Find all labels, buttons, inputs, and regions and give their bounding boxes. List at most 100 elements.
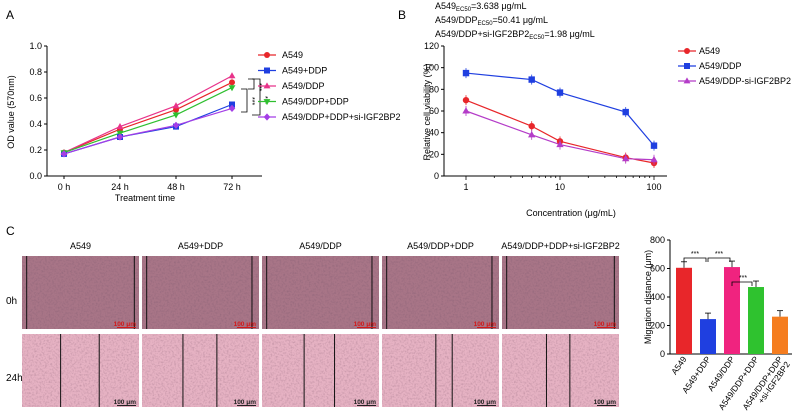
chart-b-xlabel: Concentration (μg/mL) bbox=[526, 208, 616, 218]
svg-text:A549/DDPEC50=50.41 μg/mL: A549/DDPEC50=50.41 μg/mL bbox=[435, 15, 548, 27]
scale-bar-label: 100 μm bbox=[234, 399, 257, 406]
chart-a-legend-marker bbox=[263, 113, 271, 121]
micrograph-col-label-a549-ddp: A549+DDP bbox=[178, 241, 223, 251]
ec50-value-1: =3.638 μg/mL bbox=[471, 1, 526, 11]
chart-a-point-a549-ddp bbox=[116, 123, 124, 129]
chart-a-line-a549-ddp-ddp bbox=[63, 87, 233, 154]
scale-bar-label: 100 μm bbox=[234, 321, 257, 328]
svg-text:A549/DDP+si-IGF2BP2EC50=1.98 μ: A549/DDP+si-IGF2BP2EC50=1.98 μg/mL bbox=[435, 29, 595, 41]
scale-bar-label: 100 μm bbox=[114, 321, 137, 328]
chart-a-point-a549-ddp-ddp-si-igf2bp2 bbox=[228, 104, 236, 112]
chart-b-point-a549-ddp-si-igf2bp2 bbox=[556, 140, 564, 148]
ec50-name-2: A549/DDP bbox=[435, 15, 478, 25]
chart-b-xtick-label: 100 bbox=[646, 182, 661, 192]
chart-b-ytick-label: 20 bbox=[429, 149, 439, 159]
chart-a-significance bbox=[241, 78, 261, 116]
chart-b-ytick-label: 100 bbox=[424, 63, 439, 73]
ec50-value-3: =1.98 μg/mL bbox=[544, 29, 594, 39]
micrograph-texture bbox=[502, 256, 619, 329]
ec50-sub-2: EC50 bbox=[478, 21, 494, 27]
chart-b-ytick-label: 80 bbox=[429, 84, 439, 94]
chart-a-xtick-label: 72 h bbox=[223, 182, 241, 192]
chart-b: A549EC50=3.638 μg/mL A549/DDPEC50=50.41 … bbox=[422, 1, 791, 218]
chart-a-ylabel: OD value (570nm) bbox=[6, 75, 16, 149]
micrograph-col-label-a549-ddp-ddp-si-igf2bp2: A549/DDP+DDP+si-IGF2BP2 bbox=[501, 241, 620, 251]
chart-a-legend-marker bbox=[264, 52, 270, 58]
chart-b-ytick-label: 60 bbox=[429, 106, 439, 116]
chart-c-bar-a549-ddp-ddp-si-igf2bp2 bbox=[772, 316, 788, 354]
chart-b-point-a549-ddp bbox=[622, 108, 629, 116]
chart-b-point-a549-ddp-si-igf2bp2 bbox=[462, 107, 470, 114]
chart-a-line-a549-ddp-ddp-si-igf2bp2 bbox=[63, 107, 233, 155]
chart-b-ytick-label: 0 bbox=[434, 171, 439, 181]
chart-b-point-a549 bbox=[462, 96, 470, 104]
chart-c-ytick-label: 400 bbox=[650, 292, 665, 302]
chart-c-bar-a549-ddp-ddp bbox=[748, 287, 764, 354]
chart-a-legend-label: A549+DDP bbox=[282, 66, 327, 76]
chart-b-legend-label: A549 bbox=[699, 46, 720, 56]
micrograph-texture bbox=[22, 256, 139, 329]
ec50-name-1: A549 bbox=[435, 1, 456, 11]
chart-b-point-a549-ddp-si-igf2bp2 bbox=[650, 155, 658, 163]
chart-a-point-a549-ddp bbox=[229, 101, 235, 108]
micrograph-texture bbox=[382, 334, 499, 407]
micrograph-texture bbox=[262, 334, 379, 407]
chart-b-ytick-label: 120 bbox=[424, 41, 439, 51]
micrograph-texture bbox=[262, 256, 379, 329]
chart-a-point-a549-ddp-ddp-si-igf2bp2 bbox=[60, 150, 68, 158]
chart-c-ytick-label: 600 bbox=[650, 264, 665, 274]
chart-a-xtick-label: 0 h bbox=[58, 182, 71, 192]
chart-a-ytick-label: 0.2 bbox=[29, 145, 42, 155]
chart-b-line-a549-ddp-si-igf2bp2 bbox=[465, 110, 655, 161]
micrograph-texture bbox=[142, 256, 259, 329]
chart-b-xtick-label: 1 bbox=[463, 182, 468, 192]
chart-b-point-a549 bbox=[528, 122, 535, 130]
chart-c-xtick-line: A549 bbox=[669, 354, 689, 376]
chart-b-legend-label: A549/DDP-si-IGF2BP2 bbox=[699, 76, 791, 86]
chart-a-ytick-label: 0.4 bbox=[29, 119, 42, 129]
panel-label-b: B bbox=[398, 8, 406, 22]
ec50-name-3: A549/DDP+si-IGF2BP2 bbox=[435, 29, 529, 39]
row-label-0h: 0h bbox=[6, 296, 17, 307]
scale-bar-label: 100 μm bbox=[474, 321, 497, 328]
chart-a-ytick-label: 0.6 bbox=[29, 93, 42, 103]
scale-bar-label: 100 μm bbox=[354, 321, 377, 328]
micrograph-texture bbox=[142, 334, 259, 407]
chart-c-ylabel: Migration distance (μm) bbox=[643, 250, 653, 344]
chart-b-point-a549-ddp-si-igf2bp2 bbox=[622, 154, 630, 162]
chart-c-sig-3: *** bbox=[739, 275, 747, 282]
chart-a-ytick-label: 0.8 bbox=[29, 67, 42, 77]
ec50-sub-1: EC50 bbox=[456, 7, 472, 13]
chart-b-xtick-label: 10 bbox=[555, 182, 565, 192]
scale-bar-label: 100 μm bbox=[354, 399, 377, 406]
chart-b-point-a549-ddp bbox=[528, 76, 535, 83]
chart-a-ytick-label: 1.0 bbox=[29, 41, 42, 51]
chart-a-xtick-label: 48 h bbox=[167, 182, 185, 192]
panel-label-a: A bbox=[6, 8, 14, 22]
chart-c-significance bbox=[683, 257, 753, 286]
chart-a-line-a549 bbox=[63, 81, 233, 154]
chart-b-ytick-label: 40 bbox=[429, 128, 439, 138]
chart-a-legend-marker bbox=[264, 67, 270, 74]
row-label-24h: 24h bbox=[6, 373, 23, 384]
chart-a-point-a549-ddp-ddp bbox=[172, 112, 180, 119]
svg-text:A549EC50=3.638 μg/mL: A549EC50=3.638 μg/mL bbox=[435, 1, 527, 13]
scale-bar-label: 100 μm bbox=[474, 399, 497, 406]
chart-a-point-a549-ddp-ddp-si-igf2bp2 bbox=[172, 121, 180, 129]
chart-a-ytick-label: 0.0 bbox=[29, 171, 42, 181]
chart-c-ytick-label: 800 bbox=[650, 235, 665, 245]
chart-b-legend-marker bbox=[684, 48, 690, 54]
micrograph-texture bbox=[382, 256, 499, 329]
chart-c-bar-a549-ddp bbox=[724, 267, 740, 354]
chart-c-ytick-label: 0 bbox=[660, 349, 665, 359]
micrograph-col-label-a549-ddp: A549/DDP bbox=[299, 241, 342, 251]
scale-bar-label: 100 μm bbox=[114, 399, 137, 406]
chart-b-legend-marker bbox=[683, 77, 691, 84]
chart-c: 0 200 400 600 800 Migration distance (μm) A5… bbox=[643, 235, 792, 412]
chart-b-point-a549-ddp bbox=[556, 89, 564, 96]
chart-a-point-a549-ddp bbox=[228, 72, 236, 79]
chart-c-bar-a549 bbox=[676, 267, 692, 354]
chart-c-ytick-label: 200 bbox=[650, 321, 665, 331]
chart-a-sig-2: *** bbox=[248, 97, 255, 105]
